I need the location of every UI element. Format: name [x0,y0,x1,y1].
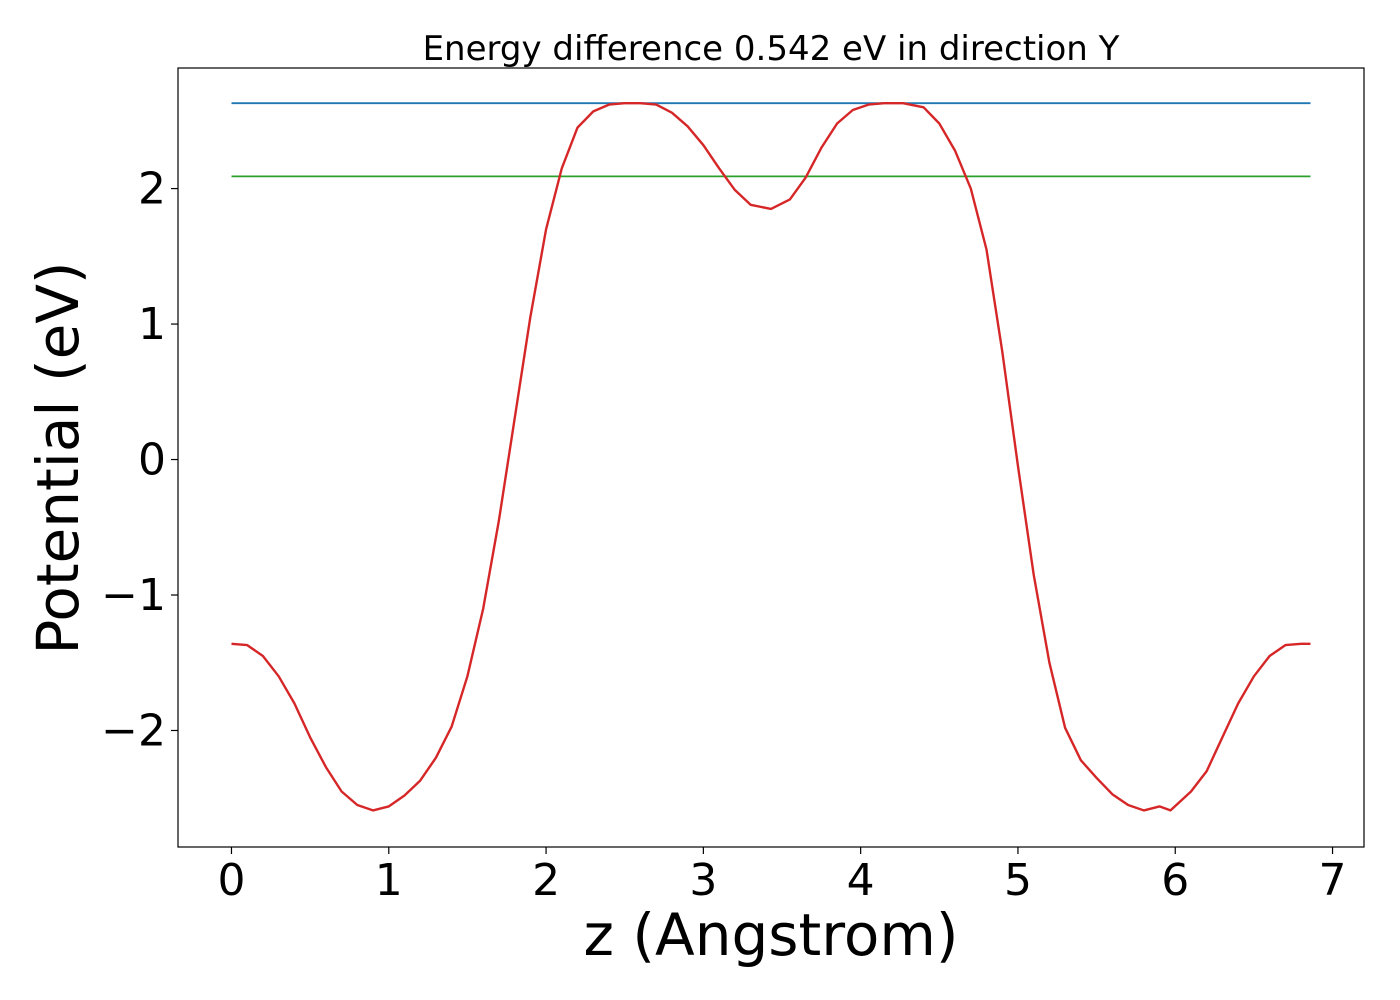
series-line-2 [231,102,1311,812]
x-axis-label: z (Angstrom) [584,901,959,969]
x-tick-label: 6 [1161,855,1189,906]
y-tick-label: −2 [101,705,166,756]
x-tick-label: 3 [689,855,717,906]
y-axis: −2 −1 0 1 2 [101,164,178,756]
plot-frame [177,67,1365,848]
y-axis-label: Potential (eV) [24,261,92,654]
y-tick-label: 0 [138,435,166,486]
x-tick-label: 4 [847,855,875,906]
y-tick-label: −1 [101,570,166,621]
x-tick-label: 2 [532,855,560,906]
x-tick-label: 0 [217,855,245,906]
plot-layer [231,102,1311,812]
chart-title: Energy difference 0.542 eV in direction … [423,29,1120,69]
x-tick-label: 5 [1004,855,1032,906]
x-axis: 0 1 2 3 4 5 6 7 [217,847,1347,906]
x-tick-label: 1 [375,855,403,906]
y-tick-label: 2 [138,164,166,215]
x-tick-label: 7 [1319,855,1347,906]
y-tick-label: 1 [138,299,166,350]
